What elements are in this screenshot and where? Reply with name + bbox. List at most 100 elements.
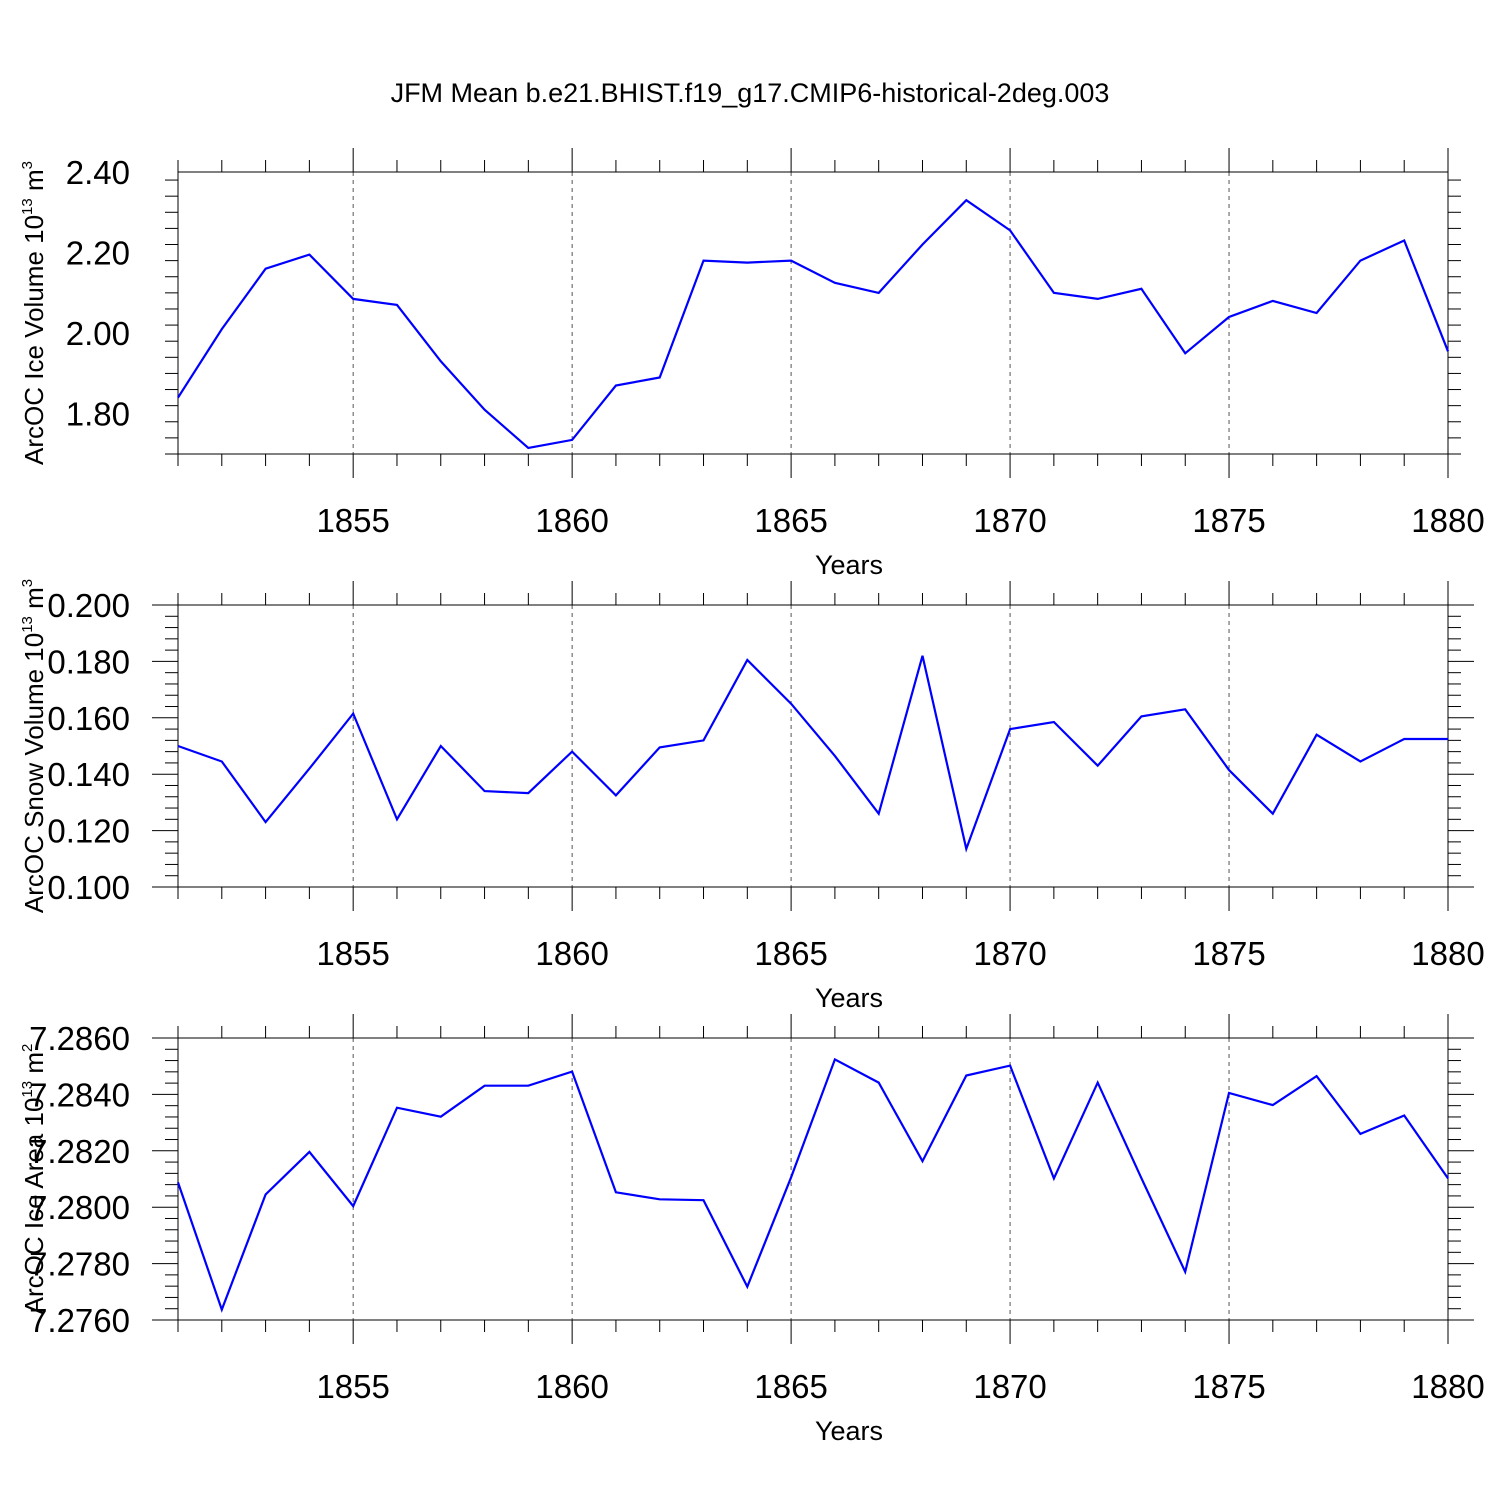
data-point: [484, 791, 485, 792]
data-point: [703, 740, 704, 741]
data-point: [178, 1182, 179, 1183]
y-axis-label: ArcOC Snow Volume 1013 m3: [19, 579, 49, 913]
x-tick-label: 1875: [1192, 1368, 1265, 1405]
data-point: [309, 1151, 310, 1152]
data-point: [615, 795, 616, 796]
data-point: [747, 659, 748, 660]
data-point: [1053, 1178, 1054, 1179]
data-point: [966, 1075, 967, 1076]
x-tick-label: 1855: [316, 502, 389, 539]
data-point: [1229, 1092, 1230, 1093]
x-tick-label: 1870: [973, 502, 1046, 539]
data-point: [265, 268, 266, 269]
data-point: [615, 1192, 616, 1193]
y-tick-label: 7.2860: [29, 1020, 130, 1057]
data-point: [703, 1200, 704, 1201]
x-axis-label: Years: [815, 983, 883, 1013]
data-point: [1360, 1133, 1361, 1134]
y-tick-label: 2.20: [66, 235, 130, 272]
x-tick-label: 1860: [535, 935, 608, 972]
data-point: [353, 1206, 354, 1207]
data-point: [221, 761, 222, 762]
data-point: [353, 713, 354, 714]
x-tick-label: 1865: [754, 1368, 827, 1405]
x-tick-label: 1860: [535, 1368, 608, 1405]
y-tick-label: 7.2780: [29, 1246, 130, 1283]
data-point: [572, 751, 573, 752]
data-point: [922, 244, 923, 245]
data-point: [878, 292, 879, 293]
data-point: [309, 254, 310, 255]
data-point: [1272, 300, 1273, 301]
data-point: [1229, 317, 1230, 318]
y-tick-label: 7.2820: [29, 1133, 130, 1170]
data-point: [878, 1082, 879, 1083]
data-point: [659, 747, 660, 748]
y-tick-label: 2.40: [66, 154, 130, 191]
data-point: [922, 1161, 923, 1162]
x-tick-label: 1865: [754, 935, 827, 972]
page-title: JFM Mean b.e21.BHIST.f19_g17.CMIP6-histo…: [390, 78, 1110, 108]
data-point: [834, 282, 835, 283]
x-tick-label: 1880: [1411, 1368, 1484, 1405]
data-point: [791, 1177, 792, 1178]
data-point: [353, 298, 354, 299]
y-tick-label: 0.160: [47, 700, 130, 737]
data-point: [834, 1059, 835, 1060]
x-tick-label: 1865: [754, 502, 827, 539]
data-point: [878, 813, 879, 814]
data-point: [396, 304, 397, 305]
series-line: [177, 198, 1450, 450]
data-point: [922, 655, 923, 656]
data-point: [1360, 761, 1361, 762]
y-axis-label: ArcOC Ice Area 1013 m2: [19, 1044, 49, 1315]
data-point: [528, 1085, 529, 1086]
y-axis-label: ArcOC Ice Volume 1013 m3: [19, 161, 49, 465]
y-tick-label: 0.140: [47, 756, 130, 793]
data-point: [615, 385, 616, 386]
data-point: [484, 409, 485, 410]
data-point: [221, 1309, 222, 1310]
data-point: [528, 793, 529, 794]
data-point: [265, 822, 266, 823]
data-point: [747, 1286, 748, 1287]
panel-2: 0.100 0.120 0.140 0.160 0.180 0.200 1855 1860 18…: [19, 579, 1485, 1013]
x-tick-label: 1870: [973, 1368, 1046, 1405]
data-point: [178, 397, 179, 398]
data-point: [309, 768, 310, 769]
data-point: [834, 755, 835, 756]
panel-3: 7.2760 7.2780 7.2800 7.2820 7.2840 7.2860 1855…: [19, 1014, 1485, 1446]
series-line: [177, 655, 1448, 853]
data-point: [1141, 1178, 1142, 1179]
data-point: [572, 439, 573, 440]
y-tick-label: 0.100: [47, 869, 130, 906]
plot-frame: [177, 604, 1449, 888]
data-point: [747, 262, 748, 263]
data-point: [791, 703, 792, 704]
y-tick-label: 0.120: [47, 813, 130, 850]
y-tick-label: 2.00: [66, 315, 130, 352]
data-point: [1448, 351, 1449, 352]
data-point: [966, 848, 967, 849]
data-point: [1141, 288, 1142, 289]
data-point: [1229, 769, 1230, 770]
data-point: [659, 377, 660, 378]
y-tick-label: 0.200: [47, 587, 130, 624]
x-tick-label: 1870: [973, 935, 1046, 972]
data-point: [1185, 1271, 1186, 1272]
data-point: [1404, 738, 1405, 739]
data-point: [572, 1071, 573, 1072]
x-tick-label: 1875: [1192, 502, 1265, 539]
data-point: [1141, 716, 1142, 717]
y-tick-label: 1.80: [66, 396, 130, 433]
data-point: [1404, 240, 1405, 241]
x-tick-label: 1880: [1411, 935, 1484, 972]
data-point: [1097, 298, 1098, 299]
data-point: [659, 1199, 660, 1200]
y-tick-label: 7.2800: [29, 1189, 130, 1226]
data-point: [1097, 1082, 1098, 1083]
data-point: [528, 447, 529, 448]
data-point: [396, 819, 397, 820]
panel-1: 1.80 2.00 2.20 2.40 1855 1860 1865 1870 1875 1880…: [19, 148, 1485, 580]
